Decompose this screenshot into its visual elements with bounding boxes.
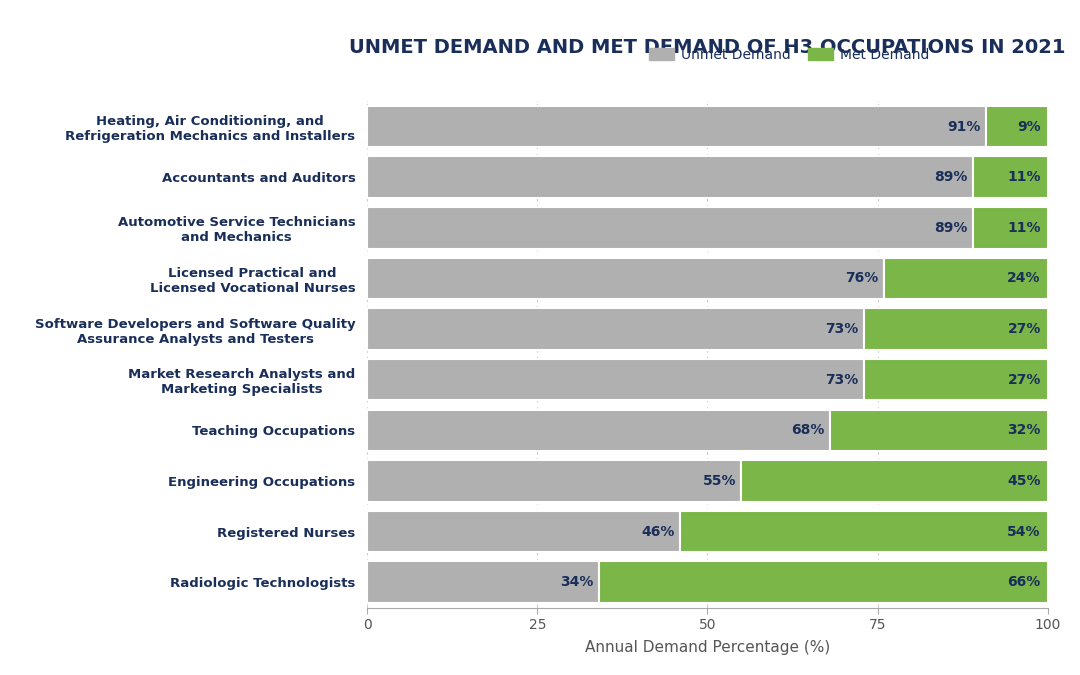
- Text: 66%: 66%: [1008, 575, 1041, 589]
- Bar: [367, 258, 885, 299]
- Bar: [864, 359, 1048, 400]
- Text: 89%: 89%: [934, 221, 968, 235]
- Bar: [973, 207, 1048, 248]
- Text: 91%: 91%: [947, 119, 981, 134]
- Text: 9%: 9%: [1017, 119, 1041, 134]
- X-axis label: Annual Demand Percentage (%): Annual Demand Percentage (%): [584, 641, 831, 655]
- Text: 11%: 11%: [1008, 221, 1041, 235]
- Text: 27%: 27%: [1008, 322, 1041, 336]
- Text: 89%: 89%: [934, 170, 968, 184]
- Bar: [367, 410, 829, 451]
- Bar: [367, 562, 598, 603]
- Bar: [367, 460, 741, 502]
- Bar: [986, 106, 1048, 147]
- Title: UNMET DEMAND AND MET DEMAND OF H3 OCCUPATIONS IN 2021: UNMET DEMAND AND MET DEMAND OF H3 OCCUPA…: [349, 38, 1066, 57]
- Text: 73%: 73%: [825, 322, 859, 336]
- Text: 45%: 45%: [1008, 474, 1041, 488]
- Bar: [829, 410, 1048, 451]
- Bar: [367, 359, 864, 400]
- Text: 24%: 24%: [1008, 271, 1041, 286]
- Text: 73%: 73%: [825, 373, 859, 387]
- Text: 46%: 46%: [642, 524, 675, 539]
- Bar: [598, 562, 1048, 603]
- Text: 76%: 76%: [846, 271, 879, 286]
- Bar: [367, 511, 680, 552]
- Text: 55%: 55%: [702, 474, 735, 488]
- Bar: [367, 157, 973, 198]
- Text: 27%: 27%: [1008, 373, 1041, 387]
- Bar: [367, 207, 973, 248]
- Bar: [680, 511, 1048, 552]
- Bar: [367, 308, 864, 350]
- Text: 54%: 54%: [1008, 524, 1041, 539]
- Bar: [367, 106, 986, 147]
- Text: 32%: 32%: [1008, 423, 1041, 437]
- Text: 68%: 68%: [791, 423, 824, 437]
- Bar: [973, 157, 1048, 198]
- Bar: [885, 258, 1048, 299]
- Legend: Unmet Demand, Met Demand: Unmet Demand, Met Demand: [644, 43, 934, 68]
- Bar: [741, 460, 1048, 502]
- Text: 34%: 34%: [559, 575, 593, 589]
- Text: 11%: 11%: [1008, 170, 1041, 184]
- Bar: [864, 308, 1048, 350]
